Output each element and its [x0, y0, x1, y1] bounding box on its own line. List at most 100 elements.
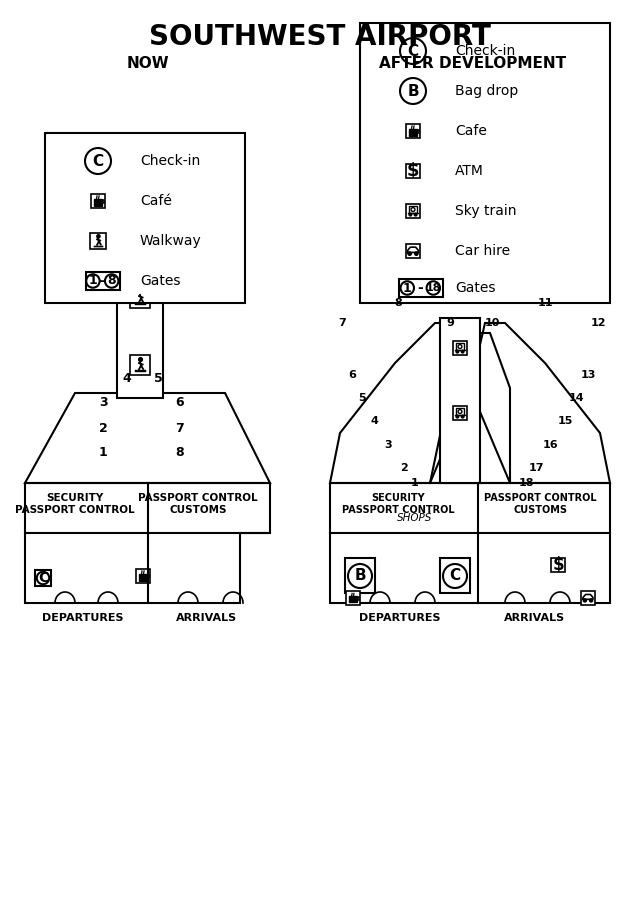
Circle shape	[415, 252, 418, 256]
Circle shape	[456, 351, 459, 353]
Circle shape	[139, 291, 143, 294]
Text: 14: 14	[568, 393, 584, 403]
Text: 3: 3	[99, 397, 108, 410]
Text: SECURITY: SECURITY	[46, 493, 104, 503]
Bar	[552, 558, 564, 571]
Text: 5: 5	[154, 371, 163, 385]
Text: PASSPORT CONTROL: PASSPORT CONTROL	[138, 493, 258, 503]
Text: 16: 16	[542, 440, 558, 450]
Circle shape	[461, 351, 464, 353]
Text: $: $	[552, 556, 564, 574]
Text: CUSTOMS: CUSTOMS	[169, 505, 227, 515]
Text: C: C	[449, 569, 461, 583]
Text: Walkway: Walkway	[140, 234, 202, 248]
Text: Café: Café	[140, 194, 172, 208]
Text: -: -	[99, 274, 104, 288]
Text: 12: 12	[590, 318, 605, 328]
Bar	[440, 318, 480, 483]
Text: NOW: NOW	[127, 55, 170, 70]
Text: 7: 7	[338, 318, 346, 328]
Bar	[581, 592, 595, 605]
Bar	[86, 272, 120, 290]
Bar	[346, 592, 360, 605]
Text: ATM: ATM	[455, 164, 484, 178]
Text: B: B	[354, 569, 366, 583]
Text: 9: 9	[446, 318, 454, 328]
Text: 8: 8	[108, 274, 116, 287]
Bar	[406, 204, 420, 218]
Text: CUSTOMS: CUSTOMS	[513, 505, 567, 515]
Text: 1: 1	[403, 282, 412, 294]
Text: Car hire: Car hire	[455, 244, 510, 258]
Polygon shape	[94, 199, 102, 206]
Text: 8: 8	[176, 447, 184, 460]
Circle shape	[456, 415, 459, 418]
Circle shape	[461, 415, 464, 418]
Text: Gates: Gates	[140, 274, 180, 288]
Bar	[91, 194, 105, 209]
Text: 13: 13	[580, 370, 596, 380]
Bar	[130, 355, 150, 375]
Text: 11: 11	[537, 298, 553, 308]
Polygon shape	[349, 596, 357, 602]
Circle shape	[97, 234, 100, 238]
Circle shape	[139, 357, 143, 362]
Text: C: C	[92, 153, 104, 169]
Text: 1: 1	[88, 274, 97, 287]
Bar	[136, 569, 150, 583]
Text: Gates: Gates	[455, 281, 495, 295]
Bar	[130, 288, 150, 307]
Text: 1: 1	[411, 478, 419, 488]
Text: ARRIVALS: ARRIVALS	[177, 613, 237, 623]
Circle shape	[414, 213, 417, 216]
Text: -: -	[417, 281, 423, 295]
Text: 5: 5	[358, 393, 366, 403]
Text: 4: 4	[123, 371, 131, 385]
Text: 10: 10	[484, 318, 500, 328]
Text: 7: 7	[175, 422, 184, 435]
Text: 2: 2	[400, 463, 408, 473]
Bar	[117, 273, 163, 398]
Text: C: C	[408, 43, 419, 58]
Text: 1: 1	[99, 447, 108, 460]
Text: Check-in: Check-in	[140, 154, 200, 168]
Text: 3: 3	[384, 440, 392, 450]
Polygon shape	[409, 129, 417, 136]
Text: SHOPS: SHOPS	[397, 513, 433, 523]
Bar	[345, 558, 375, 593]
Bar	[409, 206, 417, 213]
Bar	[406, 163, 420, 178]
Text: SOUTHWEST AIRPORT: SOUTHWEST AIRPORT	[149, 23, 491, 51]
Text: Cafe: Cafe	[455, 124, 487, 138]
Text: 15: 15	[557, 416, 573, 426]
Bar	[456, 343, 464, 350]
Bar	[35, 569, 51, 586]
Bar	[90, 233, 106, 249]
Text: $: $	[407, 162, 419, 180]
Bar	[399, 279, 444, 297]
Text: DEPARTURES: DEPARTURES	[42, 613, 124, 623]
Circle shape	[408, 252, 412, 256]
Bar	[45, 133, 245, 303]
Text: 8: 8	[394, 298, 402, 308]
Text: PASSPORT CONTROL: PASSPORT CONTROL	[342, 505, 454, 515]
Text: 6: 6	[348, 370, 356, 380]
Bar	[406, 244, 420, 258]
Text: 2: 2	[99, 422, 108, 435]
Text: 18: 18	[426, 283, 441, 293]
Text: C: C	[38, 571, 48, 585]
Text: Check-in: Check-in	[455, 44, 515, 58]
Bar	[406, 124, 420, 138]
Bar	[440, 558, 470, 593]
Polygon shape	[139, 574, 147, 581]
Text: Sky train: Sky train	[455, 204, 516, 218]
Text: B: B	[407, 83, 419, 99]
Text: SECURITY: SECURITY	[371, 493, 425, 503]
Text: PASSPORT CONTROL: PASSPORT CONTROL	[15, 505, 135, 515]
Text: 4: 4	[370, 416, 378, 426]
Text: Bag drop: Bag drop	[455, 84, 518, 98]
Bar	[453, 406, 467, 420]
Text: 6: 6	[176, 397, 184, 410]
Circle shape	[584, 599, 586, 602]
Text: DEPARTURES: DEPARTURES	[359, 613, 441, 623]
